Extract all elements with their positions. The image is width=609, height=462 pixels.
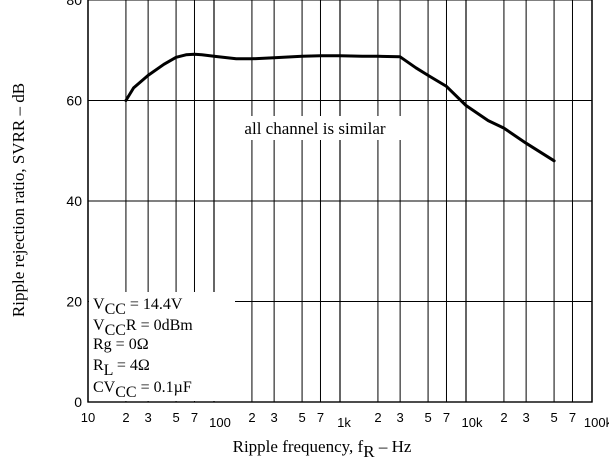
y-axis-label: Ripple rejection ratio, SVRR – dB (9, 83, 28, 317)
x-major-tick-label: 100 (209, 415, 231, 430)
svrr-curve (124, 52, 556, 163)
condition-subscript: CC (105, 301, 126, 318)
x-minor-tick-label: 2 (500, 410, 507, 425)
x-minor-tick-label: 2 (122, 410, 129, 425)
x-axis-label: Ripple frequency, fR – Hz (233, 437, 412, 461)
x-minor-tick-label: 5 (172, 410, 179, 425)
y-tick-label: 20 (66, 294, 82, 310)
annotation-background (222, 116, 408, 140)
annotation-all-channel-similar: all channel is similar (244, 119, 385, 138)
condition-subscript: CC (115, 384, 136, 401)
y-tick-labels: 20 40 60 80 0 (66, 0, 82, 410)
y-tick-label: 80 (66, 0, 82, 8)
x-axis-label-prefix: Ripple frequency, f (233, 437, 364, 456)
condition-line: VCCR = 0dBm (93, 317, 193, 339)
condition-main: R (93, 357, 104, 374)
condition-line: Rg = 0Ω (93, 336, 149, 353)
plot-frame (87, 0, 593, 403)
x-major-tick-label: 10 (81, 410, 95, 425)
condition-rest: R = 0dBm (126, 317, 193, 334)
condition-line: RL = 4Ω (93, 357, 150, 379)
y-tick-label: 40 (66, 193, 82, 209)
x-minor-tick-label: 7 (569, 410, 576, 425)
x-minor-tick-label: 5 (424, 410, 431, 425)
conditions-background (89, 292, 235, 401)
condition-rest: = 14.4V (126, 296, 183, 313)
y-tick-label-zero: 0 (74, 394, 82, 410)
condition-subscript: CC (105, 322, 126, 339)
condition-main: Rg = 0Ω (93, 336, 149, 353)
x-minor-tick-label: 7 (191, 410, 198, 425)
condition-subscript: L (104, 362, 113, 379)
x-major-tick-label: 100k (584, 415, 609, 430)
x-axis-label-suffix: – Hz (375, 437, 412, 456)
x-minor-tick-label: 2 (248, 410, 255, 425)
x-minor-tick-label: 7 (317, 410, 324, 425)
x-minor-tick-label: 3 (523, 410, 530, 425)
x-minor-tick-label: 7 (443, 410, 450, 425)
y-tick-label: 60 (66, 93, 82, 109)
condition-line: CVCC = 0.1µF (93, 379, 192, 401)
x-major-tick-label: 1k (337, 415, 351, 430)
x-axis-label-subscript: R (363, 442, 375, 461)
x-minor-tick-label: 5 (550, 410, 557, 425)
x-minor-tick-label: 3 (397, 410, 404, 425)
x-minor-tick-label: 3 (271, 410, 278, 425)
x-minor-tick-label: 2 (374, 410, 381, 425)
condition-main: CV (93, 379, 116, 396)
condition-main: V (93, 317, 105, 334)
x-major-tick-label: 10k (462, 415, 483, 430)
x-minor-tick-label: 5 (298, 410, 305, 425)
condition-rest: = 0.1µF (137, 379, 192, 396)
condition-line: VCC = 14.4V (93, 296, 183, 318)
x-minor-tick-label: 3 (145, 410, 152, 425)
condition-rest: = 4Ω (113, 357, 150, 374)
condition-main: V (93, 296, 105, 313)
x-tick-labels: 2 3 5 7 2 3 5 7 2 3 5 7 2 3 5 710 100 1k 10k 100k (81, 410, 609, 430)
